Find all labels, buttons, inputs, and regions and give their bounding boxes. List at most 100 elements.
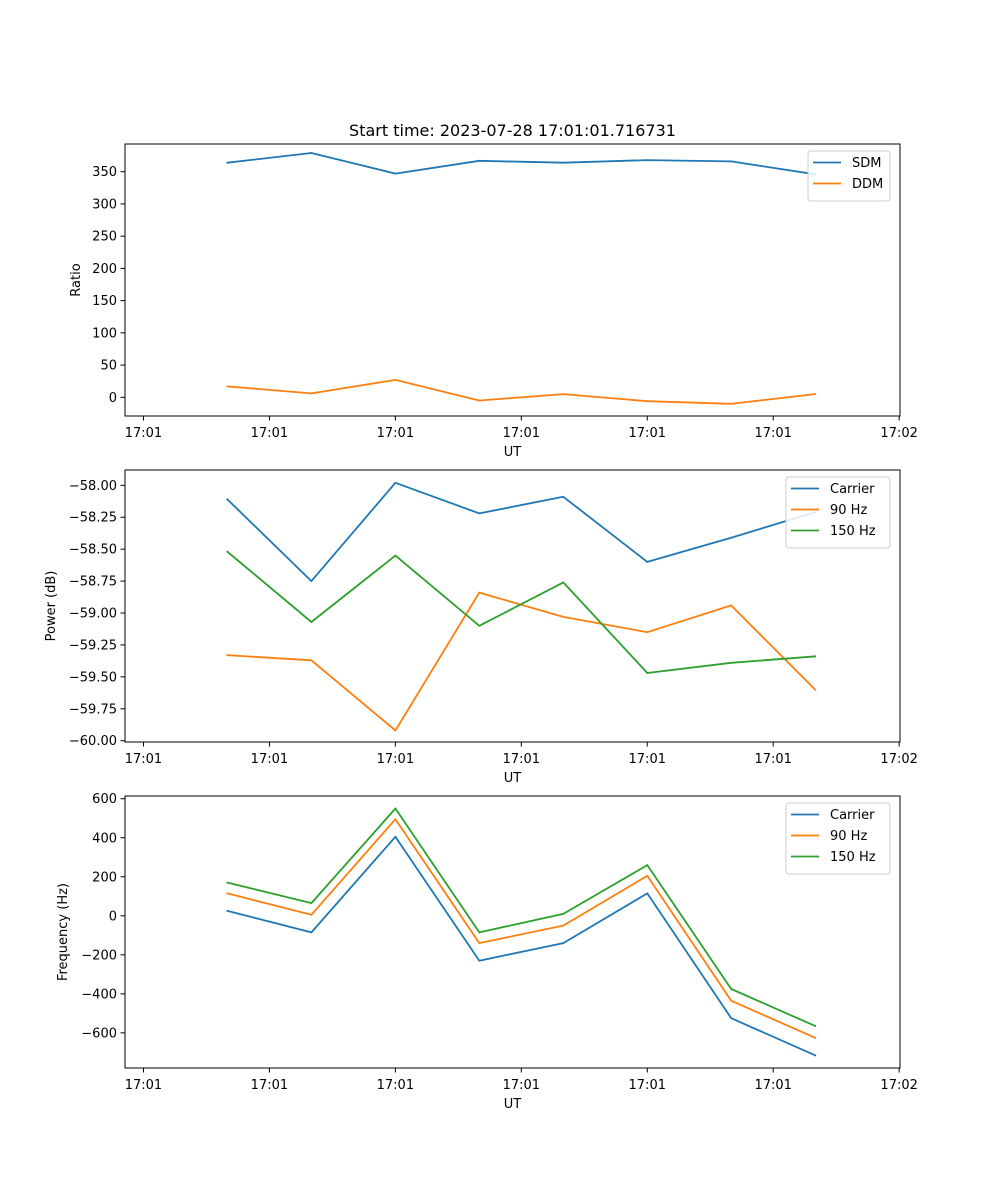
series-line-ddm <box>226 378 817 405</box>
data-point <box>814 1036 817 1039</box>
y-tick-label: 150 <box>92 294 117 309</box>
legend: Carrier 90 Hz 150 Hz <box>785 476 891 549</box>
data-point <box>310 902 313 905</box>
y-tick-label: 400 <box>92 831 117 846</box>
data-point <box>646 631 649 634</box>
y-tick-label: −58.00 <box>69 479 117 494</box>
y-tick-label: −58.25 <box>69 511 117 526</box>
series-line-90-hz <box>226 818 817 1039</box>
y-tick-label: −60.00 <box>69 734 117 749</box>
data-point <box>394 554 397 557</box>
data-point <box>646 892 649 895</box>
data-point <box>646 874 649 877</box>
data-point <box>562 581 565 584</box>
data-point <box>562 912 565 915</box>
data-point <box>394 481 397 484</box>
x-tick-label: 17:01 <box>503 752 540 767</box>
data-point <box>814 1025 817 1027</box>
legend-label: 90 Hz <box>830 503 867 518</box>
x-axis-label: UT <box>504 771 522 786</box>
x-tick-label: 17:01 <box>125 426 162 441</box>
y-tick-label: −400 <box>81 987 117 1002</box>
y-tick-label: 0 <box>109 909 117 924</box>
data-point <box>310 580 313 582</box>
data-point <box>226 550 229 553</box>
data-point <box>730 536 733 539</box>
data-point <box>814 655 817 658</box>
x-axis-label: UT <box>504 445 522 460</box>
data-point <box>730 160 733 163</box>
data-point <box>310 659 313 662</box>
data-point <box>730 999 733 1002</box>
data-point <box>814 688 817 691</box>
legend-label: 150 Hz <box>830 524 876 539</box>
x-tick-label: 17:01 <box>251 1078 288 1093</box>
x-tick-label: 17:01 <box>377 426 414 441</box>
data-point <box>730 988 733 990</box>
data-point <box>478 399 481 402</box>
x-tick-label: 17:01 <box>503 1078 540 1093</box>
data-point <box>646 561 649 563</box>
x-tick-label: 17:01 <box>754 426 791 441</box>
y-tick-label: 200 <box>92 870 117 885</box>
series-line-carrier <box>226 835 817 1057</box>
x-tick-label: 17:01 <box>629 426 666 441</box>
series-line-sdm <box>226 152 817 176</box>
y-tick-label: −59.50 <box>69 670 117 685</box>
y-tick-label: −200 <box>81 948 117 963</box>
x-tick-label: 17:01 <box>629 1078 666 1093</box>
y-tick-label: −59.25 <box>69 638 117 653</box>
y-axis-label: Power (dB) <box>44 571 59 642</box>
legend: SDM DDM <box>807 150 891 202</box>
data-point <box>646 400 649 403</box>
y-tick-label: 300 <box>92 197 117 212</box>
data-point <box>562 924 565 927</box>
plot-area-3 <box>124 795 901 1069</box>
x-tick-label: 17:01 <box>377 1078 414 1093</box>
plot-area-2 <box>124 469 901 743</box>
data-point <box>394 818 397 821</box>
y-axis-label: Ratio <box>69 263 84 296</box>
data-point <box>226 498 229 501</box>
y-tick-label: 350 <box>92 165 117 180</box>
data-point <box>394 729 397 732</box>
subplots: 17:01 17:01 17:01 17:01 17:01 17:01 17:02 0 50 10… <box>44 143 918 1112</box>
x-tick-label: 17:01 <box>754 1078 791 1093</box>
y-tick-label: −59.00 <box>69 607 117 622</box>
subplot-3: 17:01 17:01 17:01 17:01 17:01 17:01 17:02 −600 −… <box>56 792 918 1112</box>
legend: Carrier 90 Hz 150 Hz <box>785 802 891 875</box>
data-point <box>226 385 229 388</box>
data-point <box>646 672 649 674</box>
data-point <box>478 624 481 627</box>
legend-label: Carrier <box>830 482 875 497</box>
data-point <box>562 615 565 618</box>
data-point <box>226 881 229 884</box>
legend-label: SDM <box>852 156 881 171</box>
data-point <box>478 931 481 934</box>
legend-label: Carrier <box>830 808 875 823</box>
data-point <box>814 1054 817 1057</box>
y-tick-label: 600 <box>92 792 117 807</box>
subplot-1: 17:01 17:01 17:01 17:01 17:01 17:01 17:02 0 50 10… <box>69 143 918 460</box>
data-point <box>478 942 481 945</box>
x-tick-label: 17:02 <box>880 1078 917 1093</box>
data-point <box>562 393 565 395</box>
data-point <box>730 661 733 664</box>
data-point <box>646 159 649 162</box>
data-point <box>310 621 313 623</box>
data-point <box>226 910 229 912</box>
data-point <box>814 393 817 395</box>
data-point <box>478 959 481 962</box>
y-tick-label: 0 <box>109 391 117 406</box>
y-tick-label: 100 <box>92 326 117 341</box>
data-point <box>394 835 397 838</box>
data-point <box>478 591 481 594</box>
data-point <box>310 392 313 395</box>
chart-title: Start time: 2023-07-28 17:01:01.716731 <box>349 121 676 140</box>
data-point <box>478 512 481 515</box>
x-tick-label: 17:01 <box>125 752 162 767</box>
data-point <box>730 604 733 607</box>
data-point <box>310 931 313 934</box>
data-point <box>226 161 229 164</box>
